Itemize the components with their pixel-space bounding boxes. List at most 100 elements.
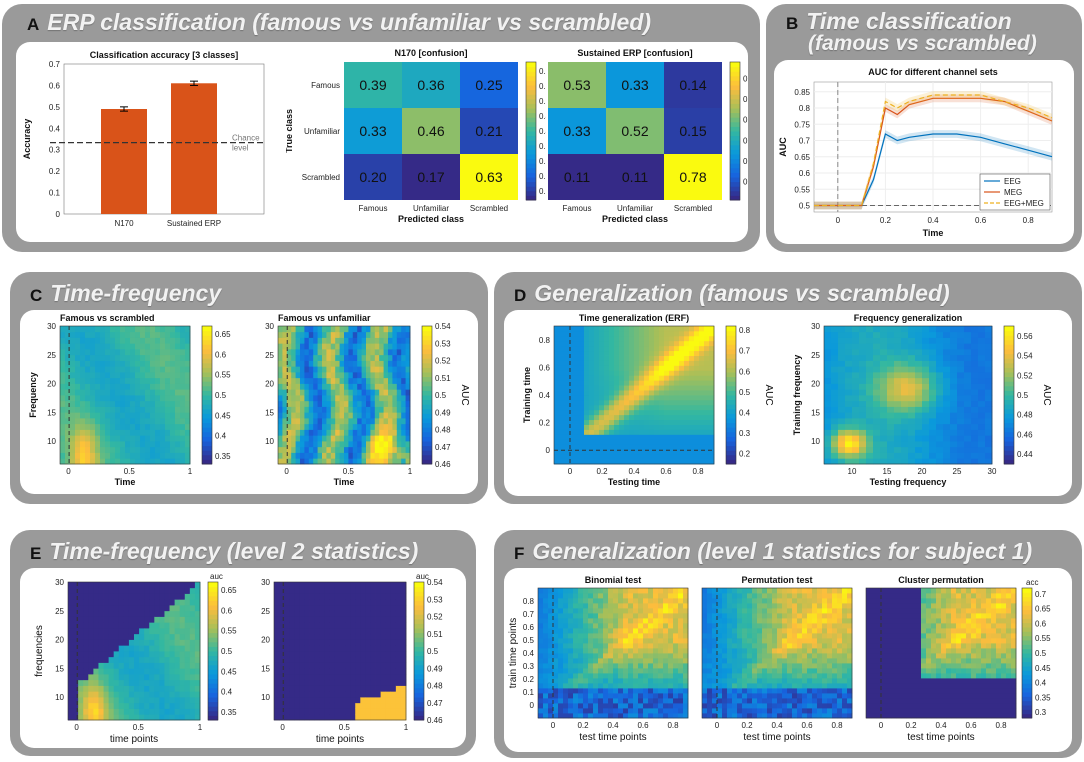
gen2-pixel: [852, 400, 860, 407]
gen1-cbar-seg: [726, 344, 736, 350]
gen1-pixel: [684, 444, 690, 450]
tf2-pixel: [326, 343, 332, 350]
tf2-pixel: [405, 389, 411, 396]
e2-pixel: [279, 622, 285, 629]
tf2-pixel: [379, 377, 384, 384]
f1-pixel: [583, 713, 589, 719]
tf2-pixel: [366, 406, 371, 413]
gen1-pixel: [584, 459, 590, 465]
gen1-pixel: [624, 365, 630, 371]
gen2-pixel: [873, 406, 881, 413]
gen1-pixel: [659, 365, 665, 371]
gen2-frame: [823, 325, 993, 465]
tf2-pixel: [361, 360, 367, 367]
e2-pixel: [365, 708, 371, 715]
gen1-ytick: 0.2: [539, 419, 551, 428]
f1-pixel: [548, 663, 554, 669]
f1-pixel: [558, 643, 564, 649]
gen2-pixel: [936, 412, 944, 419]
e1-pixel: [78, 622, 84, 629]
e2-pixel: [334, 605, 341, 612]
e2-cbar-frame: [413, 581, 425, 721]
gen1-pixel: [609, 355, 615, 361]
gen1-pixel: [589, 335, 595, 342]
tf1-pixel: [185, 354, 191, 361]
e2-pixel: [355, 662, 361, 669]
tf1-pixel: [160, 389, 166, 396]
line-xtick: 0.2: [880, 216, 892, 225]
f1-pixel: [603, 698, 609, 704]
tf1-pixel: [160, 360, 166, 367]
gen1-pixel: [584, 390, 590, 396]
tf1-pixel: [70, 331, 76, 338]
e1-pixel: [174, 593, 181, 600]
gen2-pixel: [824, 435, 832, 442]
conf-sustained-cbar-seg: [730, 98, 740, 104]
f1-pixel: [593, 663, 599, 669]
gen2-cbar-seg: [1004, 358, 1014, 364]
f1-pixel: [573, 708, 579, 714]
gen1-pixel: [619, 459, 625, 465]
tf2-pixel: [348, 446, 354, 453]
gen2-pixel: [866, 360, 874, 367]
gen2-pixel: [845, 354, 853, 361]
gen2-pixel: [908, 458, 916, 465]
gen2-pixel: [824, 441, 832, 448]
gen2-cbar-seg: [1004, 372, 1014, 378]
e1-pixel: [103, 622, 110, 629]
conf-sustained-cbar-seg: [730, 177, 740, 183]
e1-cbar-tick: 0.6: [221, 606, 233, 615]
gen1-pixel: [559, 390, 565, 396]
gen2-pixel: [880, 429, 888, 436]
f1-pixel: [548, 658, 554, 664]
gen2-pixel: [929, 337, 937, 344]
f1-pixel: [598, 613, 604, 619]
gen1-pixel: [684, 390, 690, 396]
e1-pixel: [113, 662, 120, 669]
f1-pixel: [573, 643, 579, 649]
e1-pixel: [68, 628, 74, 635]
gen2-pixel: [880, 458, 888, 465]
e1-pixel: [78, 662, 84, 669]
f1-pixel: [593, 613, 599, 619]
gen2-pixel: [873, 366, 881, 373]
gen1-pixel: [629, 424, 635, 430]
gen2-pixel: [985, 406, 993, 413]
gen1-pixel: [689, 350, 695, 356]
gen2-pixel: [873, 372, 881, 379]
f1-pixel: [578, 668, 584, 674]
tf2-pixel: [405, 366, 411, 373]
gen2-cbar-seg: [1004, 413, 1014, 419]
gen1-pixel: [564, 360, 570, 366]
f1-pixel: [593, 623, 599, 629]
e1-pixel: [108, 662, 115, 669]
e1-pixel: [159, 651, 165, 658]
gen1-pixel: [709, 404, 715, 411]
e2-pixel: [375, 662, 382, 669]
tf1-pixel: [140, 395, 146, 402]
f1-pixel: [563, 633, 569, 639]
e2-pixel: [324, 691, 331, 698]
tf1-pixel: [140, 343, 146, 350]
e1-pixel: [98, 697, 104, 704]
e2-pixel: [380, 702, 387, 709]
gen2-pixel: [915, 377, 923, 384]
e1-pixel: [179, 599, 186, 606]
tf1-pixel: [70, 441, 76, 448]
f1-pixel: [578, 618, 584, 624]
tf1-pixel: [100, 331, 106, 338]
tf1-pixel: [115, 331, 121, 338]
conf-n170-cbar-tick: 0.55: [539, 82, 546, 91]
e2-pixel: [329, 691, 336, 698]
tf1-pixel: [90, 429, 96, 436]
tf1-pixel: [100, 429, 106, 436]
gen1-cbar-seg: [726, 376, 736, 382]
tf2-pixel: [278, 418, 283, 425]
gen2-pixel: [887, 452, 895, 459]
gen2-pixel: [838, 377, 846, 384]
e1-pixel: [78, 691, 84, 698]
tf2-pixel: [383, 343, 389, 350]
tf1-pixel: [110, 343, 116, 350]
e1-pixel: [93, 628, 99, 635]
e2-pixel: [355, 656, 361, 663]
